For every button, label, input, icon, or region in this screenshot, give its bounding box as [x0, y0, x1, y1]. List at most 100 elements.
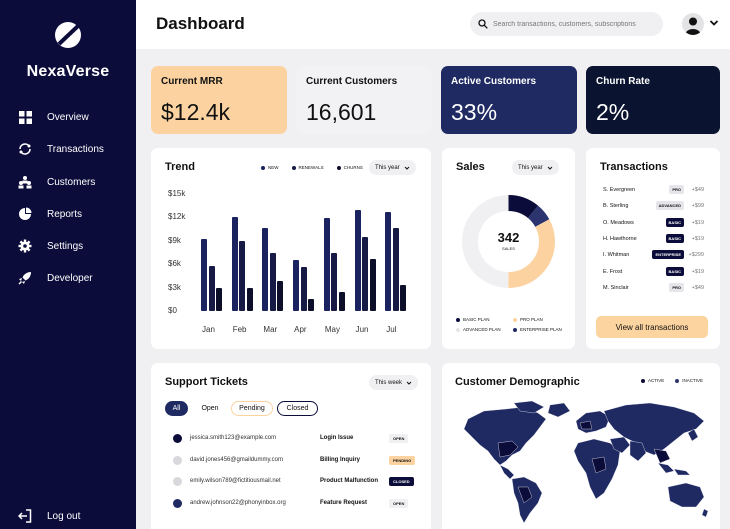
- sidebar-item-label: Customers: [47, 176, 96, 188]
- bar-new-may[interactable]: [323, 218, 330, 311]
- bar-churns-feb[interactable]: [246, 287, 253, 311]
- bar-new-jan[interactable]: [201, 239, 207, 311]
- sidebar-item-transactions[interactable]: Transactions: [18, 140, 104, 158]
- chevron-down-icon[interactable]: [709, 18, 719, 28]
- transaction-customer: S. Evergreen: [603, 187, 636, 193]
- donut-slice-advanced-plan[interactable]: [462, 195, 555, 288]
- ticket-row[interactable]: andrew.johnson22@phonyinbox.org Feature R…: [173, 498, 423, 510]
- plan-badge: ENTERPRISE: [652, 250, 684, 260]
- logout-button[interactable]: Log out: [17, 509, 81, 523]
- ticket-avatar: [173, 499, 182, 509]
- bar-renewals-jul[interactable]: [392, 227, 399, 311]
- sidebar-item-customers[interactable]: Customers: [18, 173, 95, 191]
- chevron-down-icon: [404, 166, 410, 170]
- ticket-avatar: [173, 477, 182, 487]
- bar-churns-mar[interactable]: [277, 280, 284, 311]
- legend-dot: [336, 165, 341, 170]
- legend-label: RENEWALS: [298, 165, 324, 170]
- transaction-row[interactable]: S. Evergreen PRO +$49: [603, 185, 704, 195]
- gear-icon: [18, 239, 32, 253]
- sidebar-item-developer[interactable]: Developer: [18, 269, 93, 287]
- avatar[interactable]: [682, 13, 704, 35]
- transactions-card: Transactions View all transactions S. Ev…: [586, 148, 720, 349]
- trend-card: Trend NEW RENEWALS CHURNS This year $15k…: [151, 148, 431, 349]
- sidebar-item-overview[interactable]: Overview: [18, 108, 89, 126]
- ticket-status-badge: PENDING: [389, 455, 416, 465]
- ticket-row[interactable]: emily.wilson789@fictitiousmail.net Produc…: [173, 476, 423, 488]
- sales-legend-item: ADVANCED PLAN: [456, 327, 501, 332]
- sales-legend-item: PRO PLAN: [513, 317, 543, 322]
- bar-new-jul[interactable]: [385, 211, 392, 311]
- sidebar-item-label: Settings: [47, 240, 84, 252]
- search-icon: [478, 19, 488, 29]
- filter-pending-button[interactable]: Pending: [231, 401, 273, 416]
- search-bar[interactable]: [470, 12, 663, 36]
- ticket-subject: Billing Inquiry: [320, 456, 360, 463]
- view-all-transactions-button[interactable]: View all transactions: [596, 316, 708, 338]
- bar-renewals-jan[interactable]: [208, 265, 215, 311]
- sales-period-select[interactable]: This year: [512, 160, 559, 175]
- search-input[interactable]: [493, 20, 661, 28]
- trend-period-select[interactable]: This year: [369, 160, 416, 175]
- support-tickets-card: Support Tickets This week: [151, 363, 431, 529]
- legend-dot: [675, 378, 680, 383]
- brand-name: NexaVerse: [26, 63, 110, 80]
- chevron-down-icon: [406, 381, 412, 385]
- sidebar-item-settings[interactable]: Settings: [18, 237, 83, 255]
- transaction-row[interactable]: I. Whitman ENTERPRISE +$299: [603, 250, 704, 260]
- legend-label: ACTIVE: [648, 378, 665, 383]
- transaction-amount: +$19: [691, 268, 704, 275]
- transaction-row[interactable]: B. Sterling ADVANCED +$99: [603, 201, 704, 211]
- filter-open-button[interactable]: Open: [195, 401, 225, 416]
- bar-new-jun[interactable]: [354, 209, 361, 311]
- x-tick-label: Jun: [355, 325, 369, 334]
- bar-churns-apr[interactable]: [308, 298, 315, 311]
- transaction-row[interactable]: M. Sinclair PRO +$49: [603, 282, 704, 293]
- bar-renewals-apr[interactable]: [300, 266, 307, 311]
- legend-label: NEW: [268, 165, 279, 170]
- filter-closed-button[interactable]: Closed: [277, 401, 318, 416]
- bar-renewals-mar[interactable]: [269, 252, 276, 311]
- stat-label: Current Customers: [306, 76, 398, 87]
- stat-label: Active Customers: [451, 76, 537, 87]
- bar-renewals-jun[interactable]: [362, 236, 369, 311]
- x-tick-label: Apr: [294, 325, 307, 334]
- trend-legend: NEW RENEWALS CHURNS: [261, 165, 363, 170]
- transaction-amount: +$49: [691, 187, 704, 193]
- transaction-amount: +$299: [688, 252, 704, 259]
- ticket-email: andrew.johnson22@phonyinbox.org: [190, 500, 286, 507]
- page-title: Dashboard: [156, 14, 245, 33]
- bar-churns-jul[interactable]: [400, 285, 407, 311]
- bar-new-mar[interactable]: [262, 227, 269, 311]
- bar-renewals-feb[interactable]: [239, 240, 246, 311]
- support-tickets-title: Support Tickets: [165, 376, 248, 388]
- legend-label: CHURNS: [343, 165, 363, 170]
- top-header: Dashboard: [136, 0, 730, 49]
- bar-renewals-may[interactable]: [331, 253, 338, 311]
- stat-value: $12.4k: [161, 99, 231, 125]
- sales-card: Sales This year 342 SALES BASIC PLAN PRO…: [442, 148, 575, 349]
- y-tick-label: $0: [168, 306, 177, 315]
- bar-new-feb[interactable]: [231, 216, 238, 311]
- transaction-row[interactable]: H. Hawthorne BASIC +$19: [603, 233, 704, 244]
- sidebar: NexaVerse Overview Transactions Customer…: [0, 0, 136, 529]
- ticket-row[interactable]: david.jones456@gmaildummy.com Billing Inq…: [173, 455, 423, 467]
- x-tick-label: Jul: [386, 325, 397, 334]
- ticket-row[interactable]: jessica.smith123@example.com Login Issue O…: [173, 433, 423, 445]
- sidebar-item-reports[interactable]: Reports: [18, 205, 82, 223]
- donut-slice-pro-plan[interactable]: [462, 195, 555, 288]
- logout-label: Log out: [47, 510, 81, 522]
- plan-badge: PRO: [669, 282, 684, 292]
- legend-dot: [641, 378, 645, 383]
- bar-churns-jan[interactable]: [216, 287, 222, 311]
- plan-badge: BASIC: [665, 266, 684, 276]
- tickets-period-select[interactable]: This week: [369, 375, 419, 390]
- transaction-row[interactable]: E. Frost BASIC +$19: [603, 266, 704, 277]
- transaction-row[interactable]: O. Meadows BASIC +$19: [603, 217, 704, 228]
- bar-new-apr[interactable]: [293, 260, 300, 311]
- bar-churns-jun[interactable]: [369, 258, 376, 311]
- legend-label: INACTIVE: [682, 378, 704, 383]
- select-value: This year: [518, 164, 543, 171]
- filter-all-button[interactable]: All: [165, 401, 188, 416]
- bar-churns-may[interactable]: [338, 291, 345, 311]
